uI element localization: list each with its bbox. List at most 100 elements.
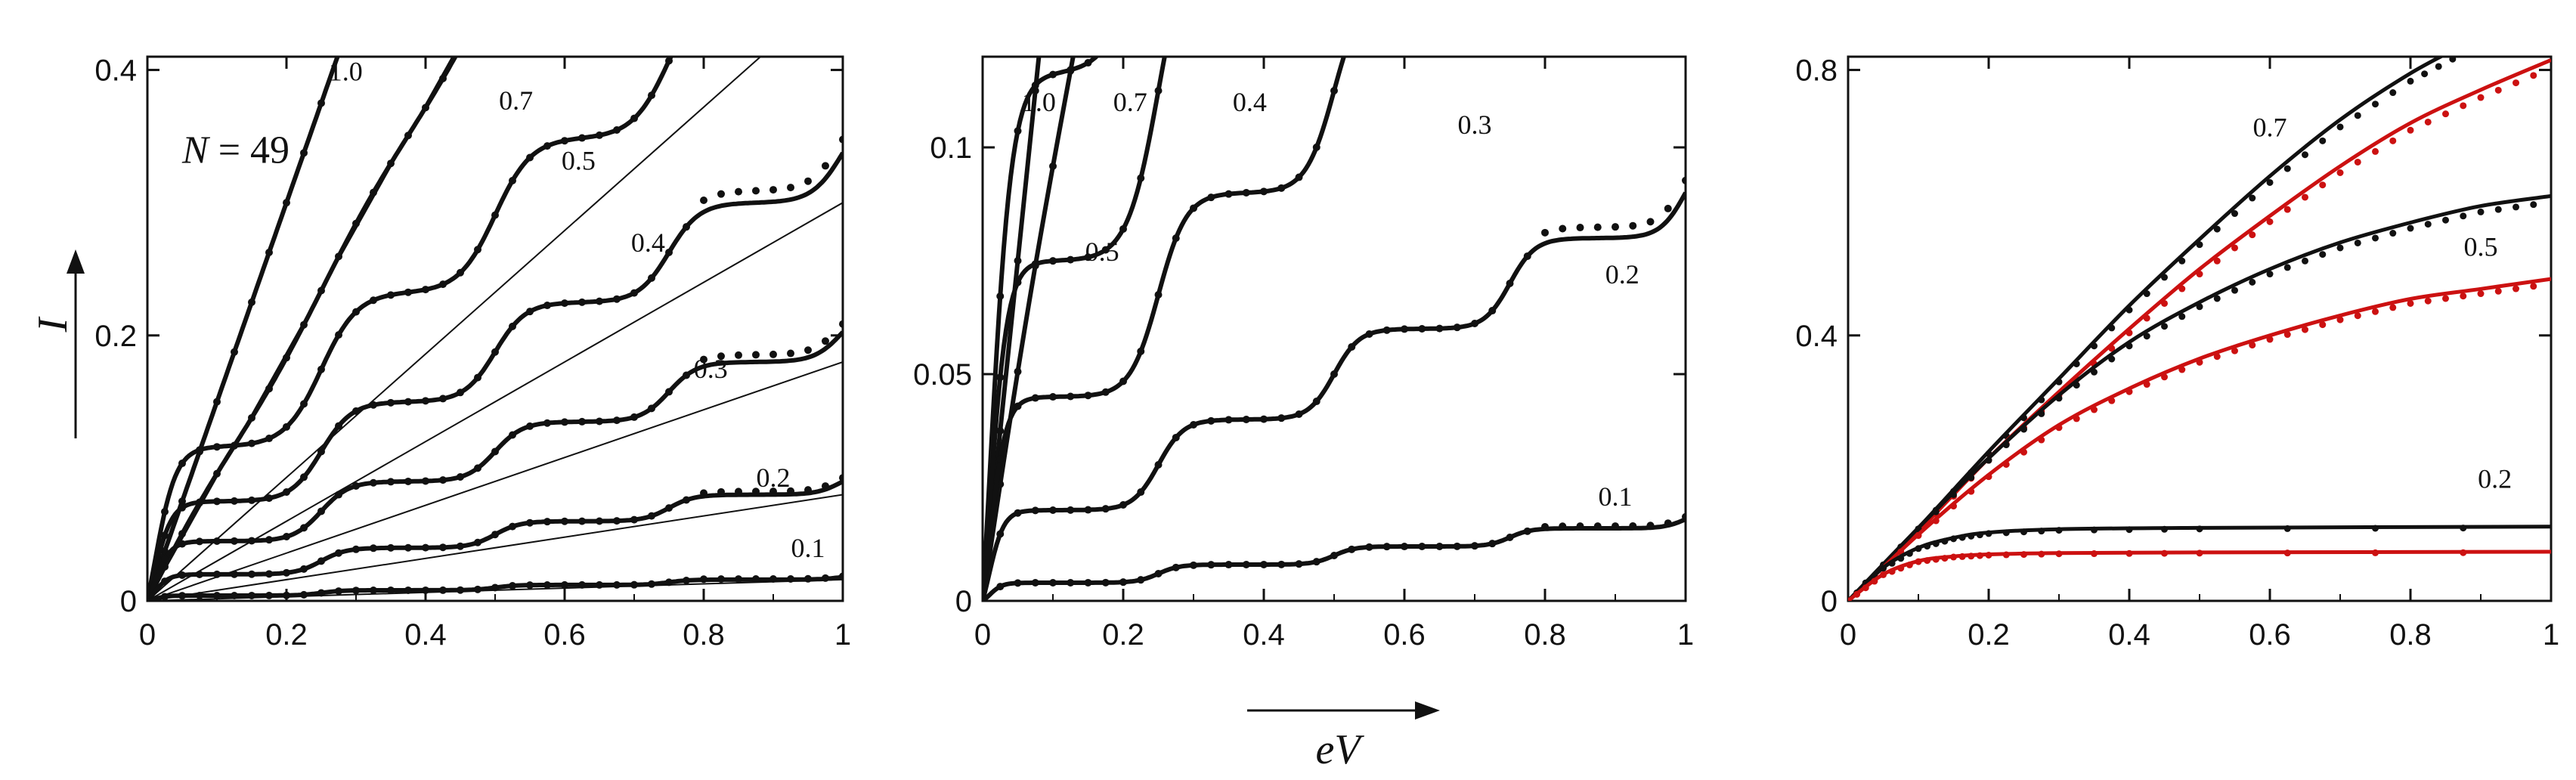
dot-0.3 — [387, 478, 395, 486]
dot-0.1 — [752, 575, 760, 583]
dot-0.7 — [283, 354, 290, 362]
x-tick-label: 0 — [139, 618, 156, 652]
dot-series-0 — [2372, 101, 2379, 108]
dot-series-5 — [1941, 555, 1949, 562]
dot-series-1 — [2266, 218, 2274, 225]
dot-series-2 — [2302, 257, 2308, 265]
dot-series-2 — [1985, 457, 1992, 464]
dot-0.4 — [265, 494, 273, 503]
dot-0.2 — [822, 482, 829, 491]
dot-0.1 — [370, 586, 377, 594]
dot-series-3 — [1915, 532, 1922, 540]
dot-0.1 — [1453, 542, 1461, 550]
dot-series-1 — [2354, 158, 2361, 166]
dot-series-1 — [2178, 285, 2186, 292]
dot-0.2 — [1190, 421, 1197, 429]
dot-series-4 — [2460, 525, 2467, 532]
dot-series-3 — [2424, 297, 2432, 305]
dot-0.5 — [178, 460, 186, 468]
dot-0.4 — [665, 249, 673, 257]
dot-0.2 — [1084, 506, 1092, 514]
dot-0.3 — [769, 350, 777, 358]
dot-series-3 — [2002, 460, 2010, 468]
dot-0.5 — [439, 280, 447, 289]
dot-0.1 — [1014, 579, 1022, 587]
dot-0.5 — [248, 439, 255, 447]
dot-0.4 — [1014, 278, 1022, 286]
x-tick-label: 0.8 — [2389, 618, 2432, 652]
dot-0.5 — [526, 153, 534, 162]
dot-series-4 — [2161, 525, 2168, 533]
dot-0.3 — [283, 532, 290, 540]
dot-0.3 — [1014, 402, 1022, 410]
dot-series-2 — [2126, 342, 2133, 350]
dot-0.3 — [1190, 204, 1197, 212]
curve-label: 0.1 — [791, 533, 825, 563]
dot-0.3 — [422, 477, 429, 485]
dot-0.2 — [1682, 176, 1686, 184]
dot-1.0 — [213, 398, 221, 406]
dot-0.5 — [283, 422, 290, 431]
dot-0.3 — [509, 431, 516, 439]
dot-series-0 — [2319, 137, 2327, 144]
dot-0.5 — [613, 126, 621, 135]
dot-series-5 — [1915, 558, 1922, 565]
dot-0.2 — [543, 518, 551, 526]
dot-series-0 — [2283, 165, 2291, 172]
dot-series-0 — [2038, 396, 2045, 404]
x-tick-label: 1 — [1677, 618, 1694, 652]
dot-1.0 — [248, 298, 255, 306]
dot-series-2 — [2266, 271, 2274, 278]
dot-0.2 — [1119, 500, 1127, 509]
dot-0.3 — [804, 346, 812, 354]
dot-series-0 — [2213, 225, 2221, 233]
dot-series-2 — [2336, 244, 2344, 252]
dot-0.5 — [1031, 81, 1039, 89]
dot-0.2 — [613, 517, 621, 525]
dot-0.3 — [561, 418, 568, 426]
dot-series-4 — [2283, 525, 2291, 532]
curve-label: 0.5 — [562, 145, 596, 175]
dot-0.3 — [630, 413, 638, 421]
plot-area — [1848, 57, 2551, 601]
dot-series-2 — [2073, 382, 2080, 389]
dot-0.3 — [161, 556, 169, 564]
y-tick-label: 0 — [1821, 585, 1838, 618]
dot-0.2 — [717, 488, 725, 496]
curve-label: 0.2 — [2478, 464, 2512, 494]
dot-series-0 — [2143, 290, 2150, 298]
dot-0.5 — [265, 435, 273, 443]
dot-0.1 — [1190, 561, 1197, 569]
dot-series-2 — [2513, 203, 2519, 211]
dot-0.3 — [1137, 347, 1145, 355]
dot-0.1 — [1471, 542, 1478, 550]
dot-0.3 — [1172, 234, 1180, 243]
dot-0.3 — [231, 537, 238, 545]
dot-0.4 — [161, 531, 169, 540]
dot-series-1 — [2283, 206, 2291, 213]
dot-0.1 — [613, 580, 621, 589]
curve-label: 1.0 — [1022, 87, 1056, 117]
dot-1.0 — [300, 149, 308, 157]
curve-0.7 — [147, 57, 458, 601]
dot-series-5 — [1968, 552, 1975, 560]
dot-0.2 — [1541, 228, 1549, 237]
dot-0.2 — [1172, 433, 1180, 441]
dot-0.2 — [1312, 398, 1321, 406]
dot-series-3 — [1985, 473, 1992, 481]
curve-series-1 — [1848, 58, 2551, 601]
dot-0.1 — [1488, 540, 1497, 548]
panel-middle-plot: 0 0.2 0.4 0.6 0.8 1 0 0.05 0.1 1.0 0.7 0.5 0.4 0.3 0.2… — [913, 55, 1694, 652]
dot-0.1 — [404, 586, 412, 594]
dot-series-5 — [1932, 556, 1940, 563]
dot-series-0 — [2407, 77, 2414, 85]
dot-series-3 — [2494, 287, 2502, 295]
x-tick-label: 0 — [974, 618, 991, 652]
dot-0.7 — [474, 11, 481, 18]
dot-0.3 — [1277, 184, 1286, 192]
dot-0.7 — [352, 219, 360, 228]
dot-0.3 — [317, 507, 325, 515]
dot-series-3 — [2302, 326, 2308, 333]
panel-left-plot: 0 0.2 0.4 0.6 0.8 1 0 0.2 0.4 1.0 0.7 0.5 0.4 0.3 0.2 0… — [94, 11, 851, 652]
dot-0.4 — [561, 299, 568, 308]
